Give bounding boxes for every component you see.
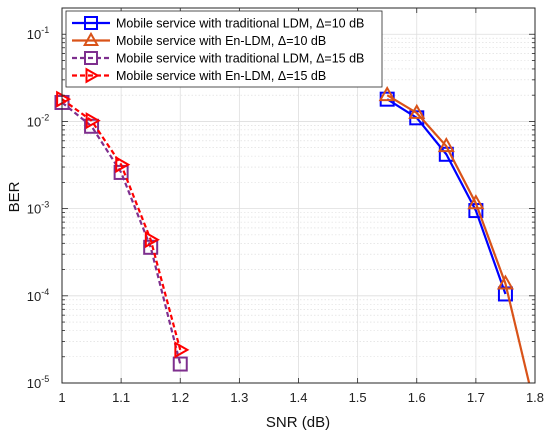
square-marker bbox=[84, 16, 98, 30]
y-axis-label: BER bbox=[6, 181, 23, 212]
y-tick-label: 10-4 bbox=[27, 287, 49, 304]
x-tick-label: 1.8 bbox=[526, 390, 544, 405]
x-tick-label: 1.4 bbox=[289, 390, 307, 405]
series-layer bbox=[54, 86, 531, 384]
legend-entry: Mobile service with traditional LDM, Δ=1… bbox=[72, 16, 364, 31]
legend-entry: Mobile service with traditional LDM, Δ=1… bbox=[72, 51, 364, 66]
triangle-up-marker bbox=[82, 31, 100, 46]
x-tick-label: 1.3 bbox=[230, 390, 248, 405]
legend-label: Mobile service with En-LDM, Δ=15 dB bbox=[116, 69, 326, 83]
tick-marks bbox=[61, 8, 536, 384]
series-line bbox=[386, 94, 531, 384]
triangle-up-marker bbox=[378, 86, 396, 102]
y-tick-labels: 10-5 10-4 10-3 10-2 10-1 bbox=[27, 25, 49, 391]
x-tick-label: 1.2 bbox=[171, 390, 189, 405]
square-marker bbox=[172, 356, 188, 372]
series-2 bbox=[378, 86, 531, 384]
legend-label: Mobile service with En-LDM, Δ=10 dB bbox=[116, 34, 326, 48]
triangle-up-marker bbox=[408, 103, 426, 119]
series-line bbox=[61, 101, 182, 365]
legend-label: Mobile service with traditional LDM, Δ=1… bbox=[116, 17, 364, 31]
x-tick-label: 1.1 bbox=[112, 390, 130, 405]
legend-box bbox=[65, 10, 383, 88]
triangle-up-marker bbox=[496, 274, 514, 290]
series-line bbox=[386, 98, 507, 295]
x-tick-label: 1 bbox=[58, 390, 65, 405]
x-tick-labels: 1 1.1 1.2 1.3 1.4 1.5 1.6 1.7 1.8 bbox=[58, 390, 544, 405]
legend-entry: Mobile service with En-LDM, Δ=15 dB bbox=[72, 67, 326, 84]
triangle-right-marker bbox=[174, 341, 190, 359]
triangle-right-marker bbox=[85, 112, 101, 130]
legend-label: Mobile service with traditional LDM, Δ=1… bbox=[116, 52, 364, 66]
triangle-right-marker bbox=[85, 67, 100, 84]
x-axis-label: SNR (dB) bbox=[266, 414, 330, 431]
y-tick-label: 10-2 bbox=[27, 112, 49, 129]
y-tick-label: 10-5 bbox=[27, 374, 49, 391]
triangle-up-marker bbox=[437, 137, 455, 153]
triangle-right-marker bbox=[115, 156, 131, 174]
square-marker bbox=[84, 51, 98, 65]
y-tick-label: 10-3 bbox=[27, 200, 49, 217]
x-tick-label: 1.7 bbox=[467, 390, 485, 405]
triangle-right-marker bbox=[144, 231, 160, 249]
triangle-right-marker bbox=[56, 90, 72, 108]
y-tick-label: 10-1 bbox=[27, 25, 49, 42]
triangle-up-marker bbox=[467, 194, 485, 210]
legend: Mobile service with traditional LDM, Δ=1… bbox=[65, 10, 383, 88]
series-line bbox=[61, 98, 182, 351]
x-tick-label: 1.6 bbox=[408, 390, 426, 405]
x-tick-label: 1.5 bbox=[349, 390, 367, 405]
series-4 bbox=[56, 90, 190, 359]
legend-entry: Mobile service with En-LDM, Δ=10 dB bbox=[72, 31, 326, 48]
